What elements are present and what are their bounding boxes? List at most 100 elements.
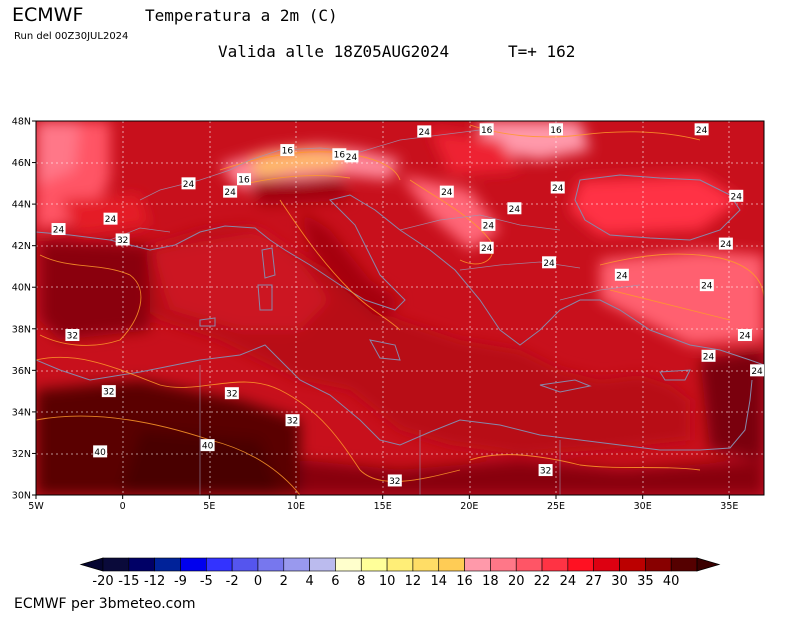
colorbar-label: 8	[357, 574, 365, 589]
contour-label: 24	[699, 279, 714, 292]
contour-label-value: 24	[739, 332, 751, 342]
contour-label: 24	[737, 329, 752, 342]
color-scale-bar	[79, 557, 721, 572]
colorbar-label: 6	[331, 574, 339, 589]
contour-label: 24	[223, 185, 238, 198]
contour-label-value: 32	[389, 477, 400, 487]
latitude-axis: 30N 32N 34N 36N 38N 40N 42N 44N 46N 48N	[12, 117, 36, 502]
lon-tick-label: 10E	[287, 501, 305, 512]
colorbar-label: 24	[560, 574, 577, 589]
colorbar-swatch	[490, 557, 517, 572]
contour-label-box	[237, 173, 251, 186]
contour-label-box	[699, 279, 714, 292]
contour-label-box	[737, 329, 752, 342]
contour-label-value: 32	[67, 332, 78, 342]
lat-tick-label: 46N	[12, 158, 31, 169]
contour-label: 16	[332, 148, 347, 161]
colorbar-swatch	[670, 557, 698, 572]
contour-label-value: 24	[53, 226, 65, 236]
contour-label: 32	[387, 474, 402, 487]
lat-tick-label: 32N	[12, 449, 31, 460]
contour-label-value: 24	[483, 221, 495, 231]
colorbar-swatch	[154, 557, 181, 572]
lat-tick-label: 44N	[12, 200, 31, 211]
contour-label-box	[479, 241, 494, 254]
contour-label-value: 40	[94, 448, 106, 458]
contour-label: 24	[750, 364, 765, 377]
contour-label-value: 16	[334, 151, 346, 161]
contour-label: 24	[701, 349, 716, 362]
contour-label: 24	[729, 189, 744, 202]
colorbar-label: 2	[280, 574, 288, 589]
contour-label: 40	[200, 439, 215, 452]
colorbar-label: -9	[174, 574, 187, 589]
colorbar-swatch	[283, 557, 310, 572]
contour-label-box	[332, 148, 347, 161]
lon-tick-label: 25E	[547, 501, 565, 512]
lead-time: T=+ 162	[508, 42, 576, 61]
colorbar-swatch	[515, 557, 543, 572]
contour-label-value: 40	[202, 442, 214, 452]
contour-label-box	[103, 212, 118, 225]
contour-label-value: 24	[720, 240, 732, 250]
lon-tick-label: 5E	[203, 501, 215, 512]
contour-label-box	[542, 256, 557, 269]
contour-label-box	[115, 233, 130, 246]
contour-label-box	[507, 202, 522, 215]
contour-label-box	[417, 125, 432, 138]
lat-tick-label: 34N	[12, 407, 31, 418]
colorbar-label: -20	[92, 574, 113, 589]
colorbar-swatch	[386, 557, 414, 572]
contour-label: 24	[417, 125, 432, 138]
contour-label: 32	[65, 329, 80, 342]
contour-label: 24	[479, 241, 494, 254]
contour-label-box	[387, 474, 402, 487]
contour-label: 24	[507, 202, 522, 215]
lat-tick-label: 38N	[12, 324, 31, 335]
contour-label-box	[701, 349, 716, 362]
color-scale-labels: -20 -15 -12 -9 -5 -2 0 2 4 6 8 10 12 14 16 18 20 22 24 27 30…	[92, 574, 679, 589]
isotherm-contours	[36, 124, 764, 495]
contour-label-box	[479, 123, 494, 136]
colorbar-swatch	[128, 557, 155, 572]
contour-label-box	[718, 237, 733, 250]
lat-tick-label: 36N	[12, 366, 31, 377]
lat-tick-label: 30N	[12, 491, 31, 502]
colorbar-label: 27	[585, 574, 602, 589]
colorbar-swatch	[438, 557, 465, 572]
contour-label-box	[285, 414, 300, 427]
contour-label: 16	[549, 123, 563, 136]
contour-label: 24	[614, 268, 629, 281]
colorbar-label: 30	[611, 574, 628, 589]
lon-tick-label: 0	[120, 501, 126, 512]
contour-label: 32	[101, 385, 116, 398]
contour-label: 24	[344, 150, 359, 163]
contour-label-value: 16	[481, 126, 493, 136]
colorbar-label: -2	[226, 574, 239, 589]
colorbar-swatch	[541, 557, 569, 572]
colorbar-swatch	[593, 557, 620, 572]
colorbar-low-arrow	[79, 557, 104, 572]
coastlines	[36, 174, 764, 451]
colorbar-high-arrow	[696, 557, 721, 572]
colorbar-label: 22	[534, 574, 551, 589]
contour-label-value: 24	[105, 215, 117, 225]
contour-label-box	[694, 123, 709, 136]
contour-label-box	[344, 150, 359, 163]
footer-credit: ECMWF per 3bmeteo.com	[14, 596, 196, 612]
colorbar-label: 20	[508, 574, 525, 589]
contour-label-box	[200, 439, 215, 452]
contour-label-value: 24	[552, 184, 564, 194]
contour-label-value: 32	[117, 236, 128, 246]
colorbar-swatch	[412, 557, 440, 572]
contour-label: 16	[237, 173, 251, 186]
contour-label-value: 24	[481, 244, 493, 254]
contour-label-value: 24	[183, 180, 195, 190]
contour-label-box	[550, 181, 565, 194]
contour-label: 32	[115, 233, 130, 246]
contour-label-box	[481, 218, 496, 231]
contour-label-box	[93, 445, 108, 458]
contour-label: 24	[481, 218, 496, 231]
contour-label-value: 24	[543, 259, 555, 269]
